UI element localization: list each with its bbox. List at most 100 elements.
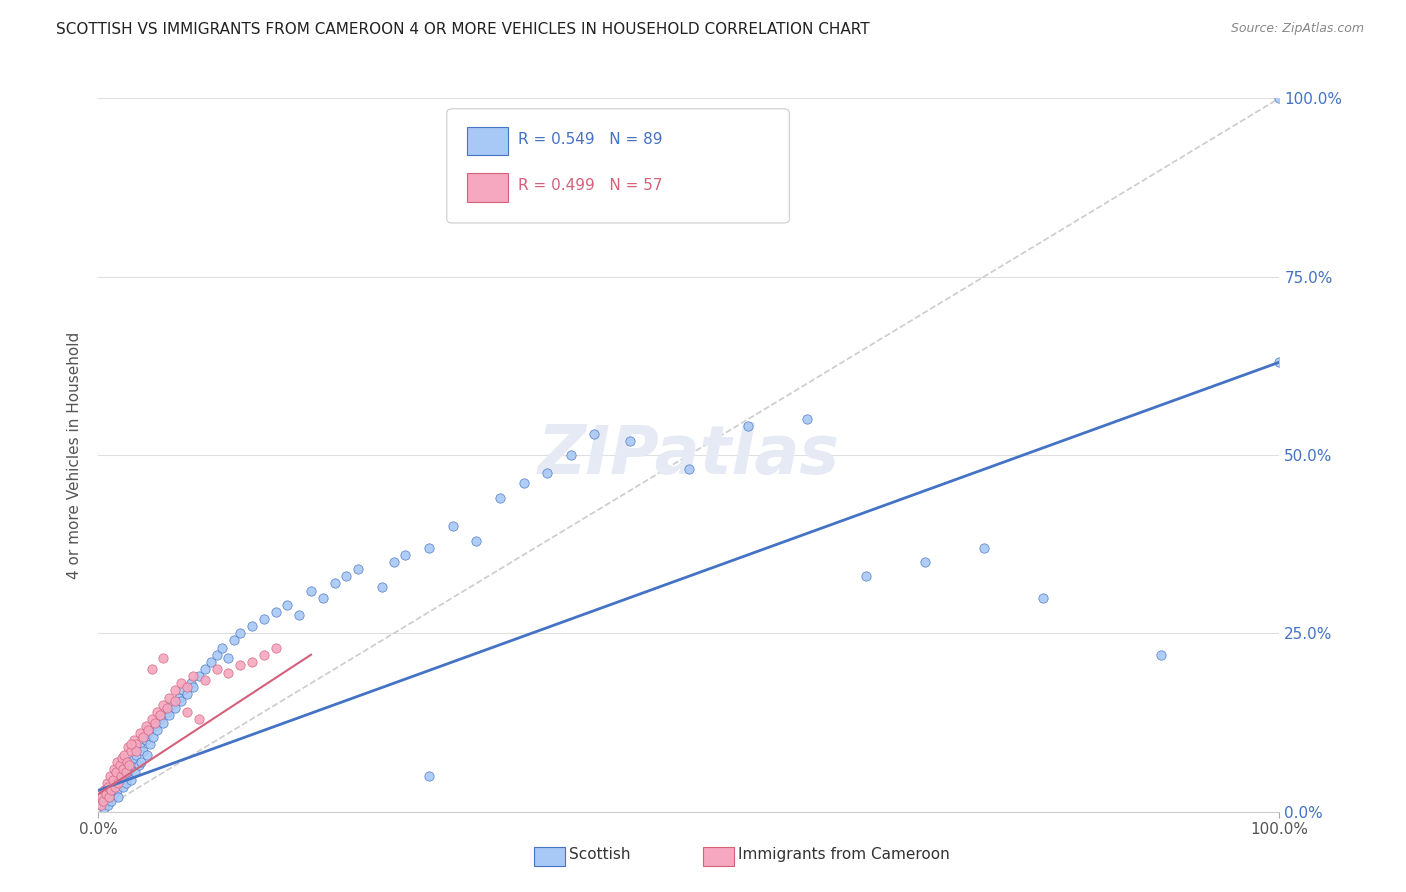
Point	[135, 747, 157, 762]
Point	[194, 662, 217, 676]
Point	[149, 712, 172, 726]
Point	[167, 690, 190, 705]
Point	[382, 555, 405, 569]
Point	[1268, 355, 1291, 369]
Point	[108, 772, 131, 787]
Point	[122, 751, 145, 765]
Point	[90, 797, 112, 812]
Point	[441, 519, 464, 533]
Point	[172, 683, 194, 698]
Point	[152, 698, 174, 712]
FancyBboxPatch shape	[467, 127, 508, 155]
Point	[299, 583, 322, 598]
Point	[107, 790, 129, 805]
Point	[200, 655, 222, 669]
Point	[156, 701, 179, 715]
Point	[112, 762, 135, 776]
Point	[165, 694, 187, 708]
Point	[418, 541, 440, 555]
Point	[136, 723, 159, 737]
Point	[94, 790, 117, 805]
Point	[135, 733, 157, 747]
Point	[112, 762, 135, 776]
Point	[152, 715, 174, 730]
Point	[121, 737, 143, 751]
Point	[253, 612, 276, 626]
Point	[205, 662, 228, 676]
Point	[973, 541, 995, 555]
Text: SCOTTISH VS IMMIGRANTS FROM CAMEROON 4 OR MORE VEHICLES IN HOUSEHOLD CORRELATION: SCOTTISH VS IMMIGRANTS FROM CAMEROON 4 O…	[56, 22, 870, 37]
Point	[323, 576, 346, 591]
Point	[135, 719, 157, 733]
Point	[181, 669, 204, 683]
Point	[276, 598, 298, 612]
Point	[512, 476, 534, 491]
Point	[101, 780, 124, 794]
Point	[97, 797, 120, 812]
Point	[125, 737, 148, 751]
Point	[100, 794, 122, 808]
Point	[115, 755, 138, 769]
Point	[98, 769, 121, 783]
Point	[312, 591, 335, 605]
Point	[112, 747, 135, 762]
Point	[489, 491, 512, 505]
Point	[217, 665, 239, 680]
Point	[176, 687, 198, 701]
Point	[394, 548, 416, 562]
Point	[112, 780, 135, 794]
Point	[143, 719, 166, 733]
Text: Source: ZipAtlas.com: Source: ZipAtlas.com	[1230, 22, 1364, 36]
Text: R = 0.499   N = 57: R = 0.499 N = 57	[517, 178, 662, 194]
Point	[98, 790, 121, 805]
Point	[101, 772, 124, 787]
Point	[105, 783, 128, 797]
Point	[211, 640, 233, 655]
Point	[141, 662, 163, 676]
Point	[619, 434, 641, 448]
Point	[1032, 591, 1054, 605]
Point	[855, 569, 877, 583]
Y-axis label: 4 or more Vehicles in Household: 4 or more Vehicles in Household	[67, 331, 83, 579]
Point	[160, 698, 183, 712]
Point	[205, 648, 228, 662]
Point	[128, 758, 150, 772]
Point	[110, 769, 132, 783]
Point	[107, 776, 129, 790]
Point	[105, 755, 128, 769]
Point	[128, 726, 150, 740]
Point	[187, 712, 209, 726]
Point	[97, 780, 120, 794]
Point	[536, 466, 558, 480]
Point	[125, 744, 148, 758]
Point	[114, 776, 136, 790]
Point	[125, 747, 148, 762]
Point	[240, 619, 263, 633]
Text: ZIPatlas: ZIPatlas	[538, 422, 839, 488]
Point	[176, 680, 198, 694]
Point	[114, 765, 136, 780]
Point	[118, 758, 141, 772]
Text: Immigrants from Cameroon: Immigrants from Cameroon	[738, 847, 950, 862]
Point	[796, 412, 818, 426]
Point	[737, 419, 759, 434]
Point	[117, 740, 139, 755]
Point	[146, 723, 169, 737]
Point	[91, 790, 114, 805]
Point	[142, 730, 165, 744]
Point	[371, 580, 394, 594]
Point	[100, 783, 122, 797]
Point	[111, 751, 134, 765]
Point	[288, 608, 311, 623]
Point	[583, 426, 606, 441]
Point	[94, 787, 117, 801]
Point	[128, 740, 150, 755]
Point	[139, 737, 162, 751]
Point	[560, 448, 582, 462]
Text: Scottish: Scottish	[569, 847, 631, 862]
Point	[98, 790, 121, 805]
Point	[181, 680, 204, 694]
Point	[152, 651, 174, 665]
Point	[90, 797, 112, 812]
Point	[117, 769, 139, 783]
